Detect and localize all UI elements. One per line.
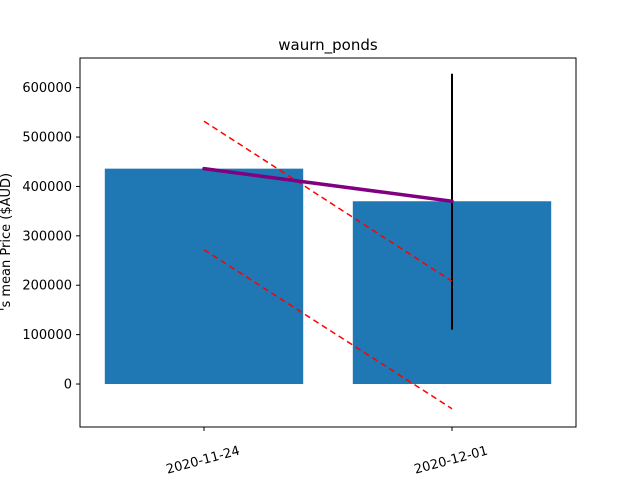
plot-frame [79, 57, 577, 428]
upper-band-line [203, 120, 453, 282]
lower-band-line [203, 249, 453, 410]
y-tick-label: 300000 [22, 229, 72, 244]
y-tick-label: 500000 [22, 131, 72, 146]
y-tick-label: 600000 [22, 81, 72, 96]
y-tick-label: 100000 [22, 328, 72, 343]
bar-2020-11-24 [104, 168, 304, 385]
y-tick-label: 400000 [22, 180, 72, 195]
lines-layer [202, 73, 454, 410]
y-axis-label: 's mean Price ($AUD) [0, 173, 14, 311]
mean-line [202, 166, 454, 204]
axes-layer: 0100000200000300000400000500000600000202… [22, 57, 577, 478]
bars-layer [104, 168, 552, 385]
chart-title: waurn_ponds [278, 36, 378, 55]
y-tick-label: 0 [64, 378, 72, 393]
y-tick-label: 200000 [22, 279, 72, 294]
